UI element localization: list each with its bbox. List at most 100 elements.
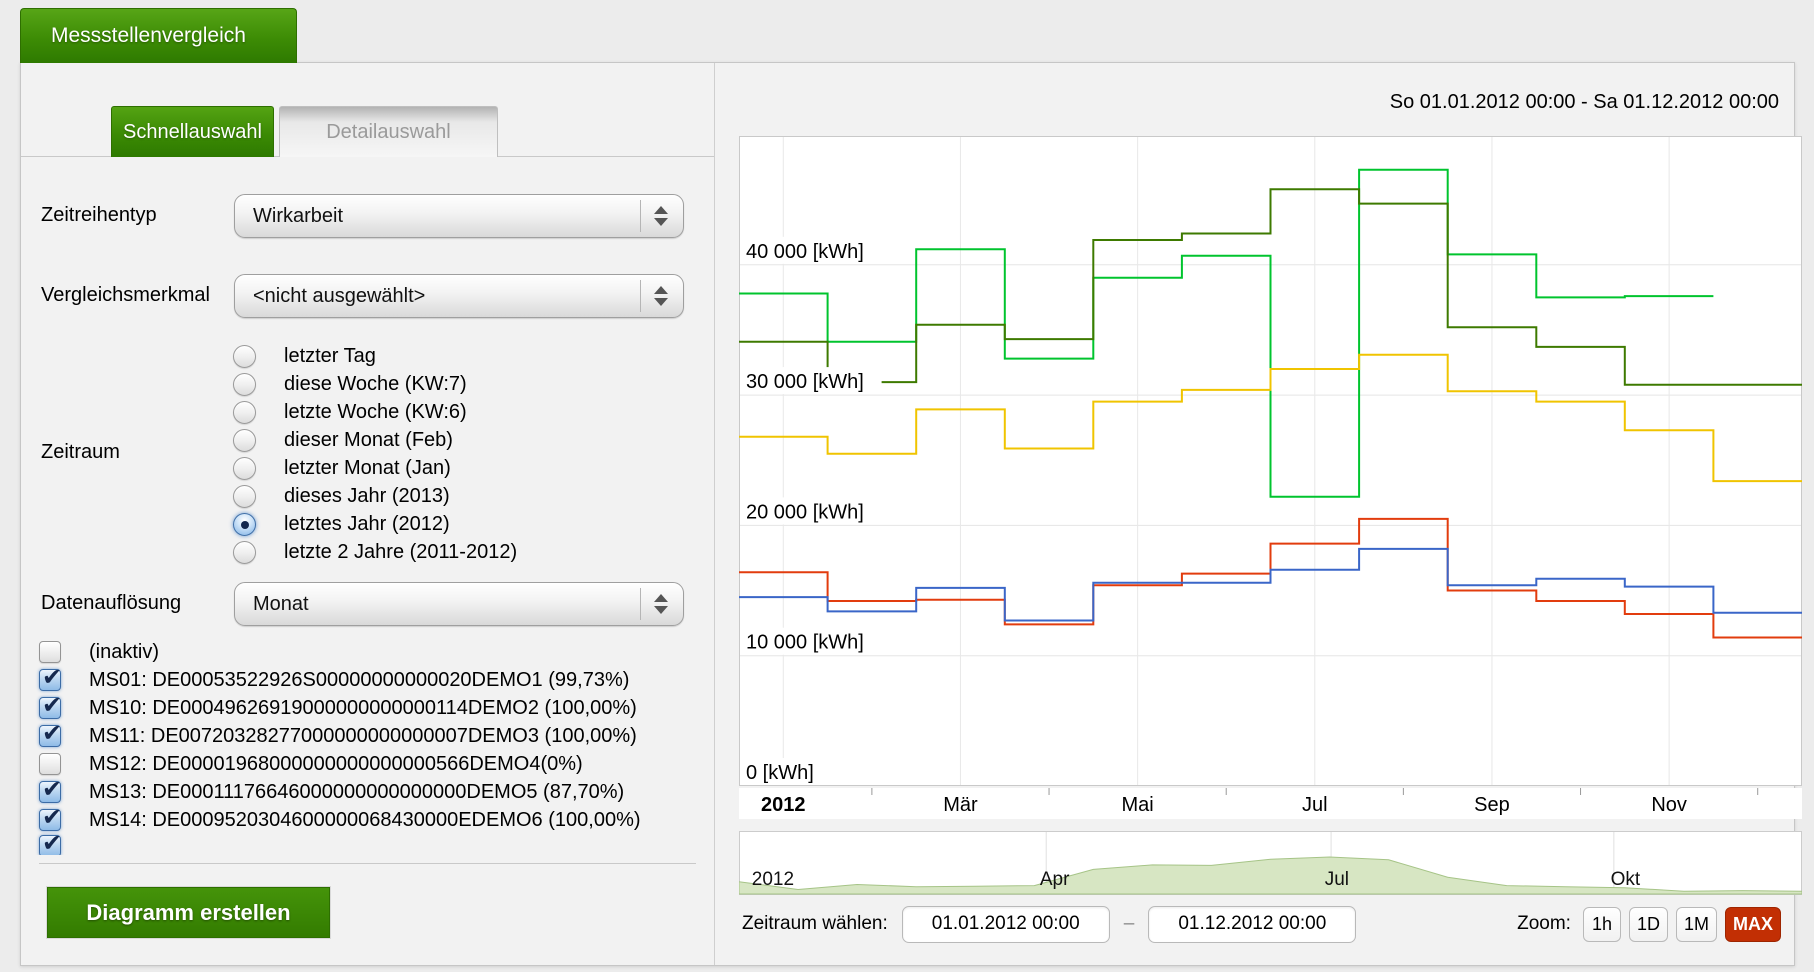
y-axis-label: 30 000 [kWh] xyxy=(746,371,864,393)
navigator-label: Okt xyxy=(1611,869,1641,890)
spinner-icon[interactable] xyxy=(649,275,673,317)
main-container: Schnellauswahl Detailauswahl Zeitreihent… xyxy=(20,62,1802,966)
vertical-divider xyxy=(714,63,715,965)
zeitreihentyp-value: Wirkarbeit xyxy=(253,204,344,227)
zoom-max-button[interactable]: MAX xyxy=(1725,906,1781,942)
radio-icon[interactable] xyxy=(233,344,256,368)
spinner-icon[interactable] xyxy=(649,583,673,625)
messstelle-row-4[interactable]: MS12: DE00001968000000000000000566DEMO4(… xyxy=(39,751,583,777)
messstelle-row-5[interactable]: MS13: DE00011176646000000000000000DEMO5 … xyxy=(39,775,625,805)
radio-icon[interactable] xyxy=(233,428,256,452)
checkbox-unchecked-icon[interactable] xyxy=(39,753,61,775)
messstelle-label: MS13: DE00011176646000000000000000DEMO5 … xyxy=(89,780,625,803)
arrow-up-icon xyxy=(654,286,668,294)
zeitreihentyp-select[interactable]: Wirkarbeit xyxy=(234,194,684,238)
main-tab-messstellenvergleich[interactable]: Messstellenvergleich xyxy=(20,8,297,63)
zeitraum-option-label: diese Woche (KW:7) xyxy=(284,372,467,395)
messstelle-label: MS14: DE0009520304600000068430000EDEMO6 … xyxy=(89,808,641,831)
tab-schnellauswahl[interactable]: Schnellauswahl xyxy=(111,106,274,157)
select-separator xyxy=(640,280,641,312)
checkbox-checked-icon[interactable] xyxy=(39,663,62,692)
zeitraum-option-label: dieser Monat (Feb) xyxy=(284,428,453,451)
x-axis-label: Mai xyxy=(1122,794,1154,816)
series-yellow-line xyxy=(739,353,1802,483)
messstelle-label: MS10: DE00049626919000000000000114DEMO2 … xyxy=(89,696,637,719)
zeitraum-option-0[interactable]: letzter Tag xyxy=(233,343,376,369)
zeitraum-option-label: letzte 2 Jahre (2011-2012) xyxy=(284,540,518,563)
vergleichsmerkmal-label: Vergleichsmerkmal xyxy=(41,284,210,306)
vergleichsmerkmal-select[interactable]: <nicht ausgewählt> xyxy=(234,274,684,318)
messstelle-label: MS12: DE00001968000000000000000566DEMO4(… xyxy=(89,752,583,775)
messstelle-row-6[interactable]: MS14: DE0009520304600000068430000EDEMO6 … xyxy=(39,803,641,833)
navigator-label: Apr xyxy=(1040,869,1070,890)
zeitraum-option-label: dieses Jahr (2013) xyxy=(284,484,450,507)
chart[interactable]: 0 [kWh] 10 000 [kWh] 20 000 [kWh] 30 000 [k… xyxy=(739,136,1802,898)
datenaufloesung-select[interactable]: Monat xyxy=(234,582,684,626)
arrow-up-icon xyxy=(654,206,668,214)
chart-date-range-title: So 01.01.2012 00:00 - Sa 01.12.2012 00:0… xyxy=(1389,91,1779,113)
checkbox-partial-clipped[interactable] xyxy=(39,829,62,855)
radio-icon[interactable] xyxy=(233,400,256,424)
messstelle-row-3[interactable]: MS11: DE00720328277000000000000007DEMO3 … xyxy=(39,719,637,749)
messstelle-row-2[interactable]: MS10: DE00049626919000000000000114DEMO2 … xyxy=(39,691,637,721)
radio-icon[interactable] xyxy=(233,456,256,480)
range-separator: – xyxy=(1123,913,1135,934)
zeitraum-option-5[interactable]: dieses Jahr (2013) xyxy=(233,483,450,509)
zeitraum-label: Zeitraum xyxy=(41,441,120,463)
navigator-label: Jul xyxy=(1325,869,1349,890)
zeitraum-option-7[interactable]: letzte 2 Jahre (2011-2012) xyxy=(233,539,517,565)
zeitraum-waehlen-label: Zeitraum wählen: xyxy=(742,913,888,934)
zeitraum-option-1[interactable]: diese Woche (KW:7) xyxy=(233,371,467,397)
zeitraum-option-label: letzter Tag xyxy=(284,344,376,367)
zeitraum-option-3[interactable]: dieser Monat (Feb) xyxy=(233,427,453,453)
y-label-bg xyxy=(740,236,882,264)
zoom-label: Zoom: xyxy=(1517,913,1571,934)
messstellen-list: (inaktiv) MS01: DE00053522926S00000000000… xyxy=(21,637,714,855)
x-axis-label: Nov xyxy=(1651,794,1687,816)
y-label-bg xyxy=(740,497,882,525)
arrow-down-icon xyxy=(654,218,668,226)
x-axis-label: Jul xyxy=(1302,794,1328,816)
checkbox-unchecked-icon[interactable] xyxy=(39,641,61,663)
messstelle-row-0[interactable]: (inaktiv) xyxy=(39,639,159,665)
zeitraum-option-4[interactable]: letzter Monat (Jan) xyxy=(233,455,451,481)
checkbox-checked-icon[interactable] xyxy=(39,803,62,832)
zeitraum-option-6[interactable]: letztes Jahr (2012) xyxy=(233,511,450,537)
y-axis-label: 0 [kWh] xyxy=(746,762,814,784)
checkbox-checked-icon[interactable] xyxy=(39,691,62,720)
spinner-icon[interactable] xyxy=(649,195,673,237)
messstelle-label: MS11: DE00720328277000000000000007DEMO3 … xyxy=(89,724,637,747)
range-from-input[interactable] xyxy=(901,905,1110,943)
panel-divider-line xyxy=(39,863,696,864)
arrow-up-icon xyxy=(654,594,668,602)
navigator-series-area[interactable] xyxy=(739,856,1802,895)
checkbox-checked-icon[interactable] xyxy=(39,775,62,804)
checkbox-checked-icon[interactable] xyxy=(39,719,62,748)
diagramm-erstellen-button[interactable]: Diagramm erstellen xyxy=(46,886,331,939)
zeitraum-option-2[interactable]: letzte Woche (KW:6) xyxy=(233,399,467,425)
zeitraum-option-label: letzte Woche (KW:6) xyxy=(284,400,467,423)
zeitraum-option-label: letztes Jahr (2012) xyxy=(284,512,450,535)
tab-detailauswahl[interactable]: Detailauswahl xyxy=(279,106,498,157)
y-axis-label: 40 000 [kWh] xyxy=(746,241,864,263)
vergleichsmerkmal-value: <nicht ausgewählt> xyxy=(253,284,426,307)
radio-icon[interactable] xyxy=(233,372,256,396)
zoom-1m-button[interactable]: 1M xyxy=(1675,906,1717,942)
series-green-line xyxy=(739,168,1714,498)
y-label-bg xyxy=(740,758,828,785)
messstelle-label: (inaktiv) xyxy=(89,640,160,663)
selection-panel: Schnellauswahl Detailauswahl Zeitreihent… xyxy=(21,63,714,965)
messstelle-row-1[interactable]: MS01: DE00053522926S00000000000020DEMO1 … xyxy=(39,663,629,693)
x-axis-label: 2012 xyxy=(761,794,806,816)
radio-icon[interactable] xyxy=(233,540,256,564)
zoom-button-group: Zoom: 1h 1D 1M MAX xyxy=(1517,906,1781,942)
zoom-1d-button[interactable]: 1D xyxy=(1628,906,1668,942)
range-to-input[interactable] xyxy=(1148,905,1357,943)
radio-icon[interactable] xyxy=(233,484,256,508)
select-separator xyxy=(640,588,641,620)
y-label-bg xyxy=(740,627,882,655)
zoom-1h-button[interactable]: 1h xyxy=(1582,906,1621,942)
radio-selected-icon[interactable] xyxy=(233,512,256,536)
series-blue-line xyxy=(739,547,1802,622)
